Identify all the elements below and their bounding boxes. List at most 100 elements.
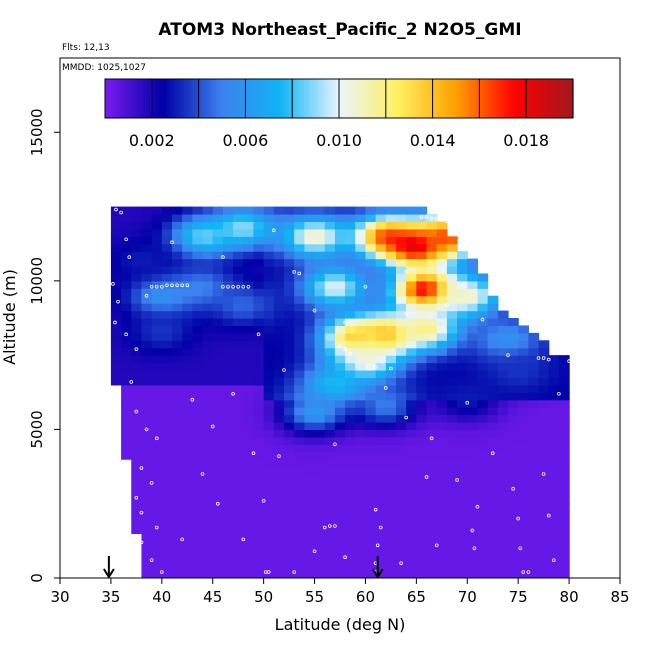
- heatmap-cell: [121, 206, 132, 215]
- heatmap-cell: [518, 436, 529, 445]
- heatmap-cell: [467, 399, 479, 408]
- heatmap-cell: [457, 526, 468, 535]
- colorbar-swatch: [423, 79, 428, 118]
- heatmap-cell: [548, 459, 560, 468]
- colorbar-swatch: [511, 79, 516, 118]
- heatmap-cell: [202, 563, 214, 572]
- heatmap-cell: [202, 347, 214, 356]
- heatmap-cell: [121, 370, 132, 379]
- heatmap-cell: [457, 436, 468, 445]
- heatmap-cell: [131, 377, 143, 386]
- heatmap-cell: [457, 251, 468, 260]
- colorbar-swatch: [546, 79, 551, 118]
- heatmap-cell: [508, 436, 519, 445]
- heatmap-cell: [467, 310, 479, 319]
- heatmap-cell: [416, 370, 428, 379]
- heatmap-cell: [467, 258, 479, 267]
- heatmap-cell: [263, 347, 275, 356]
- heatmap-cell: [345, 280, 356, 289]
- heatmap-cell: [528, 392, 540, 401]
- heatmap-cell: [263, 273, 275, 282]
- heatmap-cell: [396, 370, 407, 379]
- heatmap-cell: [548, 474, 560, 483]
- heatmap-cell: [355, 236, 367, 245]
- heatmap-cell: [426, 526, 438, 535]
- heatmap-cell: [396, 451, 407, 460]
- colorbar-swatch: [336, 79, 340, 118]
- heatmap-cell: [141, 563, 153, 572]
- heatmap-cell: [528, 399, 540, 408]
- heatmap-cell: [243, 377, 255, 386]
- heatmap-cell: [477, 570, 489, 578]
- heatmap-cell: [172, 429, 183, 438]
- colorbar-swatch: [388, 79, 393, 118]
- heatmap-cell: [192, 466, 204, 475]
- heatmap-cell: [202, 370, 214, 379]
- heatmap-cell: [202, 459, 214, 468]
- heatmap-cell: [253, 310, 265, 319]
- heatmap-cell: [172, 295, 183, 304]
- heatmap-cell: [151, 466, 163, 475]
- heatmap-cell: [324, 407, 336, 416]
- heatmap-cell: [182, 303, 193, 312]
- heatmap-cell: [131, 288, 143, 297]
- heatmap-cell: [284, 496, 295, 505]
- heatmap-cell: [192, 451, 204, 460]
- heatmap-cell: [334, 206, 346, 215]
- heatmap-cell: [161, 384, 173, 393]
- heatmap-cell: [233, 377, 244, 386]
- heatmap-cell: [375, 221, 387, 230]
- heatmap-cell: [508, 570, 519, 578]
- plot-frame: [59, 57, 621, 579]
- down-arrow-icon: [103, 556, 115, 579]
- heatmap-cell: [141, 340, 153, 349]
- heatmap-cell: [345, 332, 356, 341]
- heatmap-cell: [558, 488, 570, 497]
- heatmap-cell: [385, 399, 397, 408]
- heatmap-cell: [324, 429, 336, 438]
- heatmap-cell: [538, 384, 550, 393]
- heatmap-cell: [324, 451, 336, 460]
- heatmap-cell: [263, 303, 275, 312]
- heatmap-cell: [334, 436, 346, 445]
- heatmap-cell: [365, 429, 377, 438]
- heatmap-cell: [416, 511, 428, 520]
- heatmap-cell: [497, 429, 509, 438]
- heatmap-cell: [426, 355, 438, 364]
- heatmap-cell: [304, 251, 316, 260]
- colorbar-swatch: [532, 79, 536, 118]
- heatmap-cell: [263, 206, 275, 215]
- heatmap-cell: [141, 318, 153, 327]
- heatmap-cell: [273, 555, 285, 564]
- heatmap-cell: [385, 451, 397, 460]
- sample-point: [231, 284, 235, 289]
- colorbar-swatch: [251, 79, 255, 118]
- heatmap-cell: [284, 407, 295, 416]
- heatmap-cell: [212, 243, 224, 252]
- heatmap-cell: [202, 488, 214, 497]
- heatmap-cell: [487, 511, 499, 520]
- heatmap-cell: [538, 459, 550, 468]
- heatmap-cell: [131, 414, 143, 423]
- heatmap-cell: [131, 459, 143, 468]
- colorbar-swatch: [154, 79, 159, 118]
- heatmap-cell: [202, 392, 214, 401]
- sample-point: [119, 210, 123, 215]
- heatmap-cell: [396, 273, 407, 282]
- heatmap-cell: [141, 429, 153, 438]
- heatmap-cell: [141, 362, 153, 371]
- heatmap-cell: [131, 444, 143, 453]
- colorbar-swatch: [444, 79, 448, 118]
- heatmap-cell: [284, 347, 295, 356]
- heatmap-cell: [110, 221, 122, 230]
- heatmap-cell: [314, 422, 326, 431]
- heatmap-cell: [457, 332, 468, 341]
- heatmap-cell: [263, 540, 275, 549]
- heatmap-cell: [508, 496, 519, 505]
- heatmap-cell: [487, 429, 499, 438]
- heatmap-cell: [558, 436, 570, 445]
- heatmap-cell: [375, 273, 387, 282]
- heatmap-cell: [426, 570, 438, 578]
- heatmap-cell: [334, 303, 346, 312]
- heatmap-cell: [355, 459, 367, 468]
